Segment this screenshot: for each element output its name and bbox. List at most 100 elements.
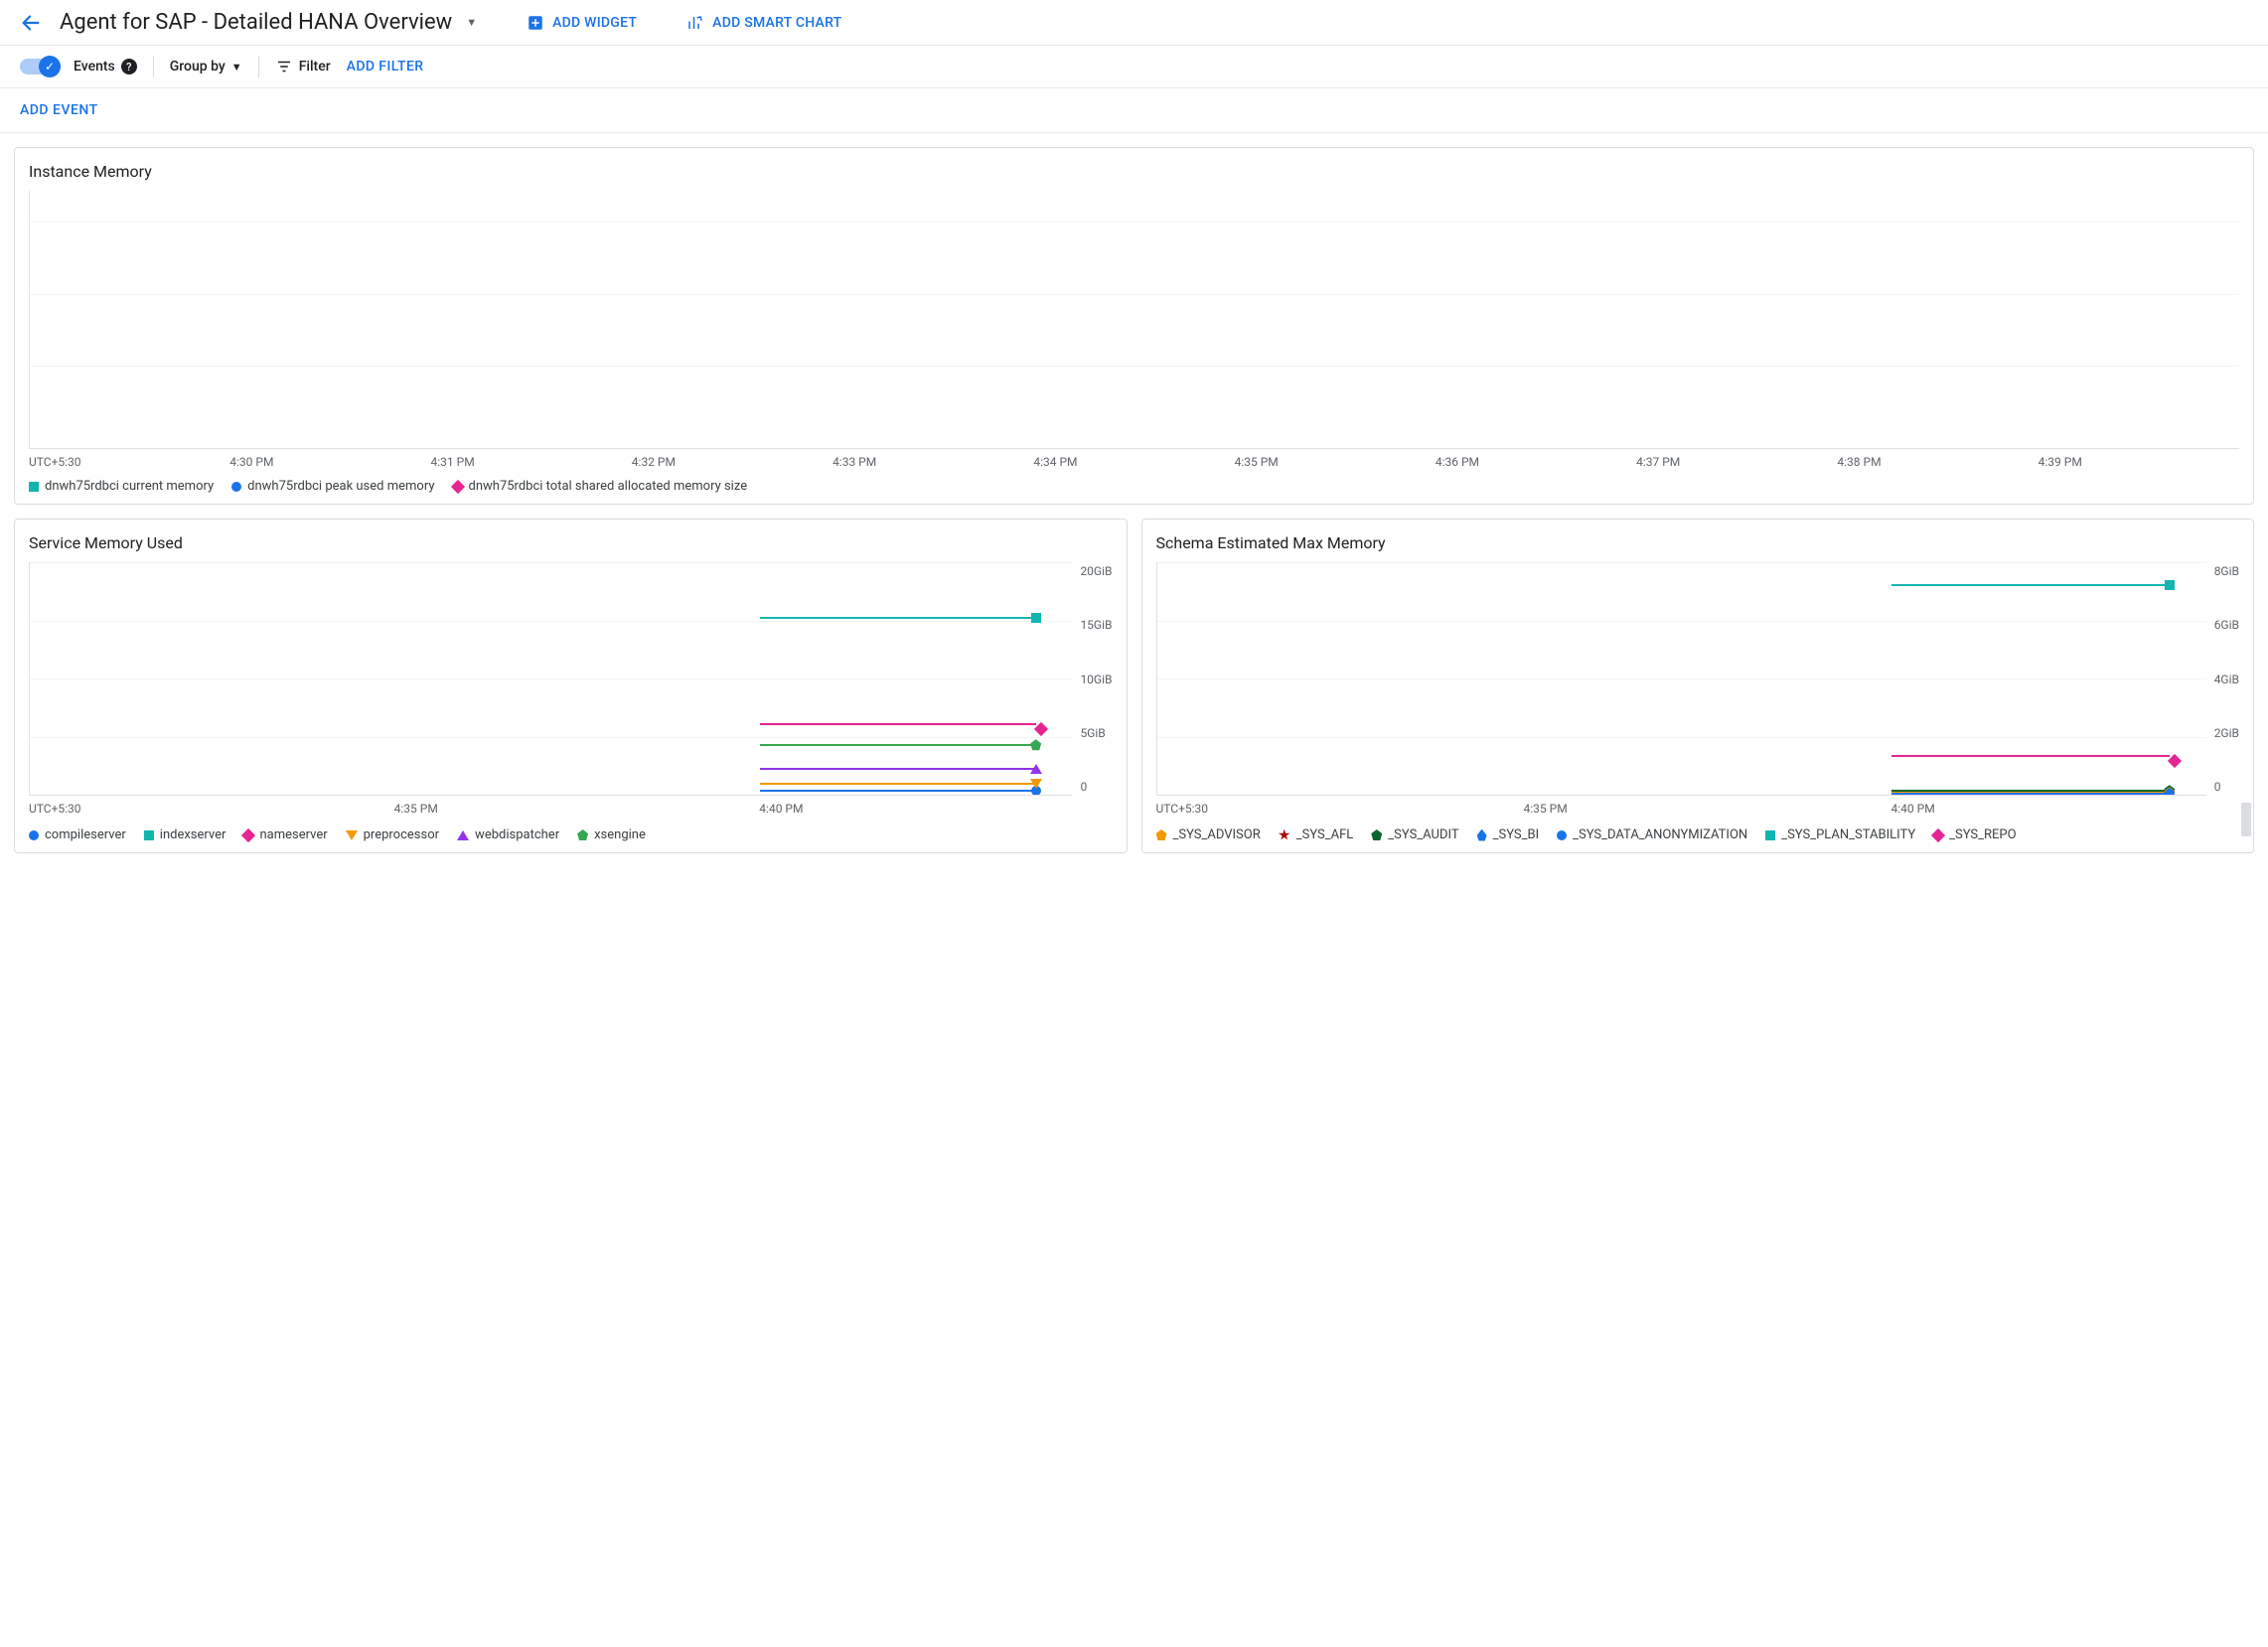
x-tick: 4:30 PM [229, 455, 430, 469]
legend-item[interactable]: nameserver [243, 827, 327, 842]
legend-item[interactable]: _SYS_BI [1477, 827, 1540, 842]
series-line [760, 723, 1036, 725]
series-line [1891, 793, 2170, 795]
legend-item[interactable]: preprocessor [346, 827, 439, 842]
filter-icon [275, 58, 293, 75]
separator [153, 56, 154, 77]
series-line [760, 790, 1036, 792]
separator [258, 56, 259, 77]
page-title: Agent for SAP - Detailed HANA Overview [60, 10, 452, 35]
series-line [760, 744, 1036, 746]
add-icon [527, 14, 544, 32]
title-dropdown-icon[interactable]: ▼ [466, 16, 477, 29]
events-toggle[interactable]: ✓ [20, 59, 58, 75]
legend-label: _SYS_ADVISOR [1173, 827, 1261, 842]
x-timezone: UTC+5:30 [29, 455, 229, 469]
series-line [760, 617, 1036, 619]
back-button[interactable] [20, 12, 42, 34]
x-tick: 4:38 PM [1837, 455, 2038, 469]
legend: dnwh75rdbci current memory dnwh75rdbci pe… [29, 479, 2239, 494]
chart-service-memory[interactable] [29, 562, 1072, 796]
smart-chart-icon [686, 14, 704, 32]
legend-label: dnwh75rdbci peak used memory [247, 479, 434, 494]
legend-item[interactable]: dnwh75rdbci current memory [29, 479, 214, 494]
y-tick: 6GiB [2214, 618, 2239, 632]
legend-item[interactable]: _SYS_REPO [1933, 827, 2016, 842]
x-tick: 4:35 PM [1524, 802, 1568, 816]
series-marker [2168, 753, 2182, 767]
scrollbar-thumb[interactable] [2241, 803, 2251, 836]
series-marker [2165, 789, 2175, 796]
legend-label: _SYS_PLAN_STABILITY [1781, 827, 1915, 842]
series-marker [1030, 764, 1042, 774]
card-title: Instance Memory [29, 162, 2239, 181]
legend-label: indexserver [160, 827, 227, 842]
series-line [760, 783, 1036, 785]
x-tick: 4:34 PM [1033, 455, 1234, 469]
legend-item[interactable]: compileserver [29, 827, 126, 842]
card-instance-memory: Instance Memory UTC+5:304:30 PM4:31 PM4:… [14, 147, 2254, 505]
card-title: Schema Estimated Max Memory [1156, 533, 2240, 552]
y-tick: 0 [2214, 780, 2221, 794]
filter-button[interactable]: Filter [275, 58, 331, 75]
x-timezone: UTC+5:30 [29, 802, 81, 816]
chart-instance-memory[interactable] [29, 191, 2239, 449]
y-tick: 15GiB [1080, 618, 1112, 632]
chart-schema-memory[interactable] [1156, 562, 2206, 796]
legend-label: _SYS_REPO [1949, 827, 2016, 842]
card-service-memory: Service Memory Used UTC+5:30 4:35 PM 4:40 … [14, 519, 1128, 853]
legend-item[interactable]: _SYS_ADVISOR [1156, 827, 1261, 842]
legend-label: _SYS_BI [1493, 827, 1540, 842]
legend-label: _SYS_AFL [1296, 827, 1354, 842]
legend-item[interactable]: _SYS_AFL [1279, 827, 1354, 842]
legend-item[interactable]: _SYS_DATA_ANONYMIZATION [1557, 827, 1747, 842]
add-filter-button[interactable]: ADD FILTER [347, 59, 424, 75]
legend-item[interactable]: dnwh75rdbci peak used memory [231, 479, 434, 494]
group-by-label: Group by [170, 59, 226, 75]
card-title: Service Memory Used [29, 533, 1113, 552]
y-tick: 10GiB [1080, 673, 1112, 686]
legend-item[interactable]: _SYS_AUDIT [1371, 827, 1458, 842]
legend-item[interactable]: indexserver [144, 827, 227, 842]
y-axis: 8GiB6GiB4GiB2GiB0 [2214, 562, 2239, 796]
y-tick: 0 [1080, 780, 1087, 794]
series-marker [1034, 722, 1048, 736]
legend: compileserver indexserver nameserver prepro… [29, 827, 1113, 842]
help-icon[interactable]: ? [121, 59, 137, 75]
series-marker [1030, 739, 1041, 750]
legend-label: webdispatcher [475, 827, 559, 842]
legend-item[interactable]: dnwh75rdbci total shared allocated memor… [453, 479, 748, 494]
x-tick: 4:39 PM [2039, 455, 2239, 469]
y-tick: 4GiB [2214, 673, 2239, 686]
filter-label: Filter [299, 59, 331, 75]
x-axis: UTC+5:304:35 PM4:40 PM [1156, 802, 2206, 818]
y-axis: 20GiB15GiB10GiB5GiB0 [1080, 562, 1112, 796]
add-smart-chart-label: ADD SMART CHART [712, 15, 841, 31]
card-schema-memory: Schema Estimated Max Memory UTC+5:30 4:35… [1141, 519, 2255, 853]
series-marker [2165, 580, 2175, 590]
x-tick: 4:33 PM [832, 455, 1033, 469]
series-marker [1030, 779, 1042, 789]
series-line [1891, 755, 2170, 757]
legend-label: compileserver [45, 827, 126, 842]
add-event-button[interactable]: ADD EVENT [20, 102, 98, 118]
x-tick: 4:32 PM [632, 455, 832, 469]
events-label: Events [74, 59, 115, 75]
group-by-dropdown[interactable]: Group by ▼ [170, 59, 242, 75]
legend-item[interactable]: xsengine [577, 827, 646, 842]
x-tick: 4:35 PM [1235, 455, 1436, 469]
legend-label: nameserver [259, 827, 327, 842]
legend-label: preprocessor [364, 827, 439, 842]
legend-item[interactable]: webdispatcher [457, 827, 559, 842]
legend: _SYS_ADVISOR _SYS_AFL _SYS_AUDIT _SYS_BI _SY… [1156, 827, 2240, 842]
series-line [1891, 584, 2170, 586]
x-tick: 4:40 PM [759, 802, 803, 816]
x-axis: UTC+5:30 4:35 PM 4:40 PM [29, 802, 1072, 818]
x-timezone: UTC+5:30 [1156, 802, 1209, 816]
x-tick: 4:35 PM [394, 802, 438, 816]
add-smart-chart-button[interactable]: ADD SMART CHART [686, 14, 841, 32]
add-widget-button[interactable]: ADD WIDGET [527, 14, 637, 32]
y-tick: 2GiB [2214, 726, 2239, 740]
legend-label: dnwh75rdbci current memory [45, 479, 214, 494]
legend-item[interactable]: _SYS_PLAN_STABILITY [1765, 827, 1915, 842]
